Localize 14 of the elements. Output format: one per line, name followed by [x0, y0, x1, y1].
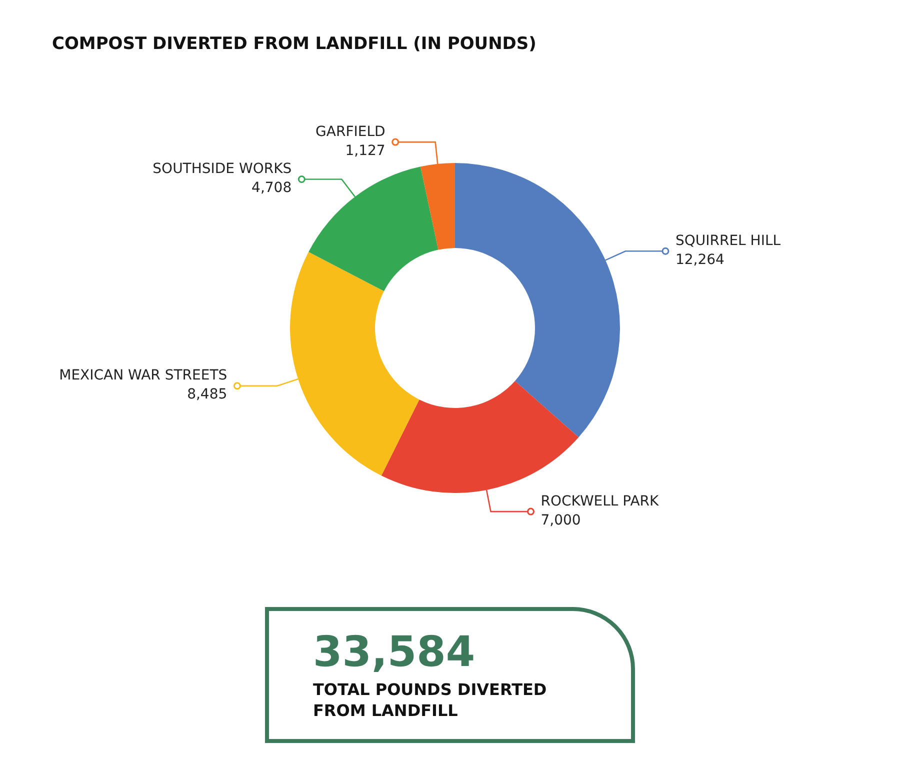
data-label: 7,000 — [540, 512, 581, 528]
slice-label: GARFIELD — [316, 124, 386, 140]
data-label: 12,264 — [675, 252, 725, 268]
data-label: 1,127 — [345, 142, 386, 159]
donut-slice — [308, 166, 438, 292]
slice-label: ROCKWELL PARK — [540, 493, 660, 510]
slice-label: SOUTHSIDE WORKS — [152, 161, 292, 178]
chart-title: COMPOST DIVERTED FROM LANDFILL (IN POUNDS) — [52, 34, 536, 54]
text: TOTAL POUNDS DIVERTED FROM LANDFILL — [313, 679, 548, 721]
slice-label: MEXICAN WAR STREETS — [59, 368, 228, 384]
data-label: 8,485 — [187, 386, 228, 403]
slice-label: SQUIRREL HILL — [675, 232, 781, 249]
text: 33,584 — [313, 627, 476, 676]
data-label: 4,708 — [252, 180, 292, 196]
